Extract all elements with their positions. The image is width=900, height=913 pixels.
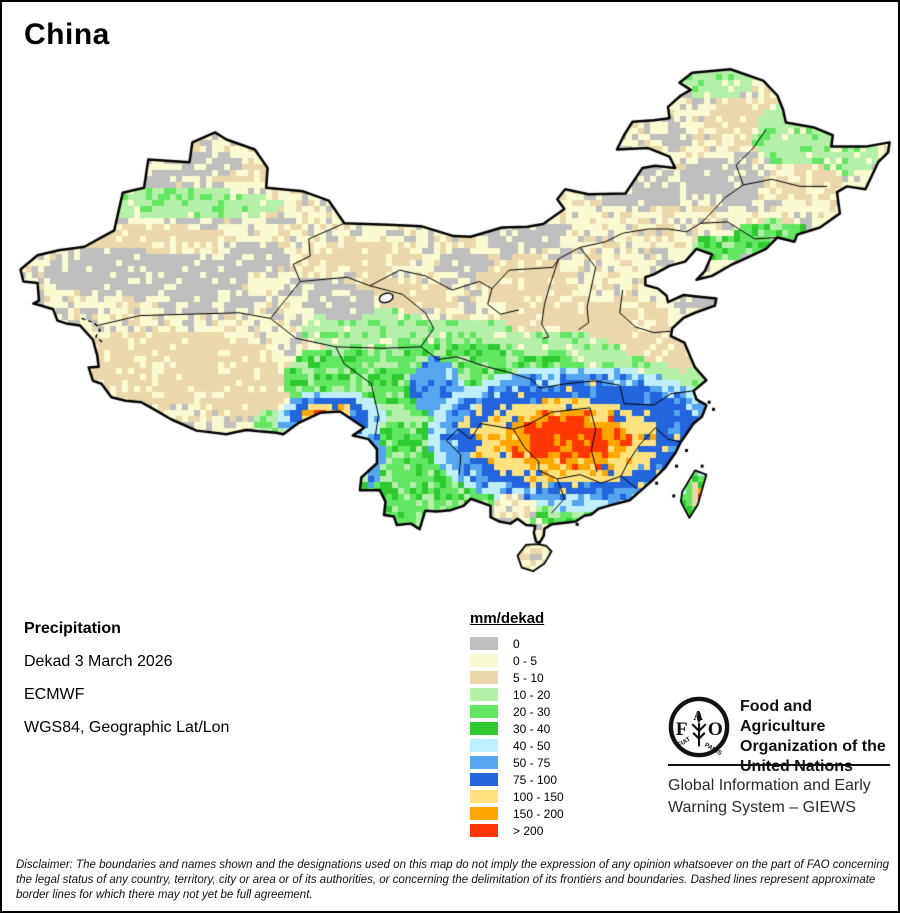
legend-label: 10 - 20 [513,687,551,702]
legend-row: 150 - 200 [470,805,564,822]
info-period: Dekad 3 March 2026 [24,653,173,670]
info-projection: WGS84, Geographic Lat/Lon [24,719,230,736]
legend-row: 30 - 40 [470,720,564,737]
legend-label: 0 [513,636,520,651]
fao-letter-o: O [708,719,723,740]
legend-label: 0 - 5 [513,653,538,668]
legend-swatch [470,824,498,837]
info-product: Precipitation [24,620,121,637]
legend-swatch [470,705,498,718]
legend-swatch [470,739,498,752]
legend-row: 10 - 20 [470,686,564,703]
legend-label: 20 - 30 [513,704,551,719]
legend-row: 0 [470,635,564,652]
giews-label: Global Information and Early Warning Sys… [668,777,871,816]
legend-swatch [470,807,498,820]
legend-label: 150 - 200 [513,806,564,821]
legend: mm/dekad 0 0 - 5 5 - 10 10 - 20 20 - 30 … [470,610,564,839]
info-source: ECMWF [24,686,85,703]
legend-row: 75 - 100 [470,771,564,788]
legend-row: > 200 [470,822,564,839]
fao-letter-f: F [676,719,688,740]
legend-row: 40 - 50 [470,737,564,754]
legend-row: 5 - 10 [470,669,564,686]
fao-logo-icon: F A O FIAT PANIS [668,696,730,758]
page-title: China [24,18,110,51]
fao-divider [668,764,890,766]
map-info-block: Precipitation Dekad 3 March 2026 ECMWF W… [24,620,229,752]
legend-swatch [470,790,498,803]
legend-label: 30 - 40 [513,721,551,736]
wheat-ear-icon [696,710,702,724]
legend-label: 100 - 150 [513,789,564,804]
legend-label: 75 - 100 [513,772,558,787]
legend-row: 0 - 5 [470,652,564,669]
legend-swatch [470,756,498,769]
disclaimer-text: Disclaimer: The boundaries and names sho… [16,859,890,901]
legend-swatch [470,773,498,786]
legend-label: 40 - 50 [513,738,551,753]
legend-row: 100 - 150 [470,788,564,805]
legend-swatch [470,722,498,735]
legend-swatch [470,671,498,684]
legend-row: 20 - 30 [470,703,564,720]
legend-label: > 200 [513,823,544,838]
legend-swatch [470,637,498,650]
legend-label: 50 - 75 [513,755,551,770]
legend-swatch [470,688,498,701]
legend-row: 50 - 75 [470,754,564,771]
legend-title: mm/dekad [470,610,545,627]
legend-label: 5 - 10 [513,670,544,685]
china-precipitation-map [2,2,898,602]
legend-swatch [470,654,498,667]
fao-wordmark: Food and Agriculture Organization of the… [740,698,886,775]
